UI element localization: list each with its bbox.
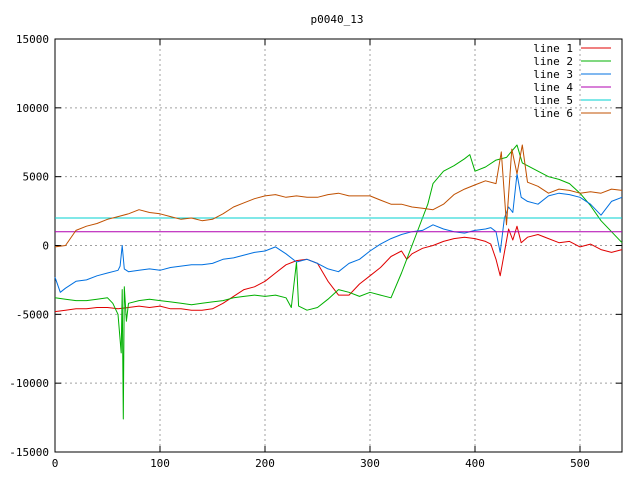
series-line-6 bbox=[54, 144, 623, 248]
series-line-2 bbox=[54, 144, 623, 420]
x-tick-label: 500 bbox=[570, 457, 590, 470]
y-tick-label: 0 bbox=[42, 240, 49, 253]
y-tick-label: -15000 bbox=[9, 446, 49, 459]
legend-label: line 2 bbox=[533, 55, 573, 68]
legend-label: line 4 bbox=[533, 81, 573, 94]
x-tick-label: 300 bbox=[360, 457, 380, 470]
series-group bbox=[54, 144, 623, 420]
y-tick-label: 5000 bbox=[23, 171, 50, 184]
legend-label: line 5 bbox=[533, 94, 573, 107]
y-tick-label: -10000 bbox=[9, 377, 49, 390]
x-tick-label: 400 bbox=[465, 457, 485, 470]
x-tick-label: 100 bbox=[150, 457, 170, 470]
y-tick-label: -5000 bbox=[16, 308, 49, 321]
series-line-3 bbox=[54, 173, 623, 293]
y-tick-label: 10000 bbox=[16, 102, 49, 115]
y-tick-label: 15000 bbox=[16, 33, 49, 46]
grid-lines bbox=[55, 39, 622, 452]
series-line-1 bbox=[54, 225, 623, 313]
x-tick-label: 0 bbox=[52, 457, 59, 470]
legend-label: line 1 bbox=[533, 42, 573, 55]
chart-title: p0040_13 bbox=[311, 13, 364, 26]
legend-label: line 3 bbox=[533, 68, 573, 81]
x-tick-label: 200 bbox=[255, 457, 275, 470]
legend-label: line 6 bbox=[533, 107, 573, 120]
axes: 0 100 200 300 400 500 -15000 -10000 -5000 0 5000 10… bbox=[9, 33, 622, 470]
